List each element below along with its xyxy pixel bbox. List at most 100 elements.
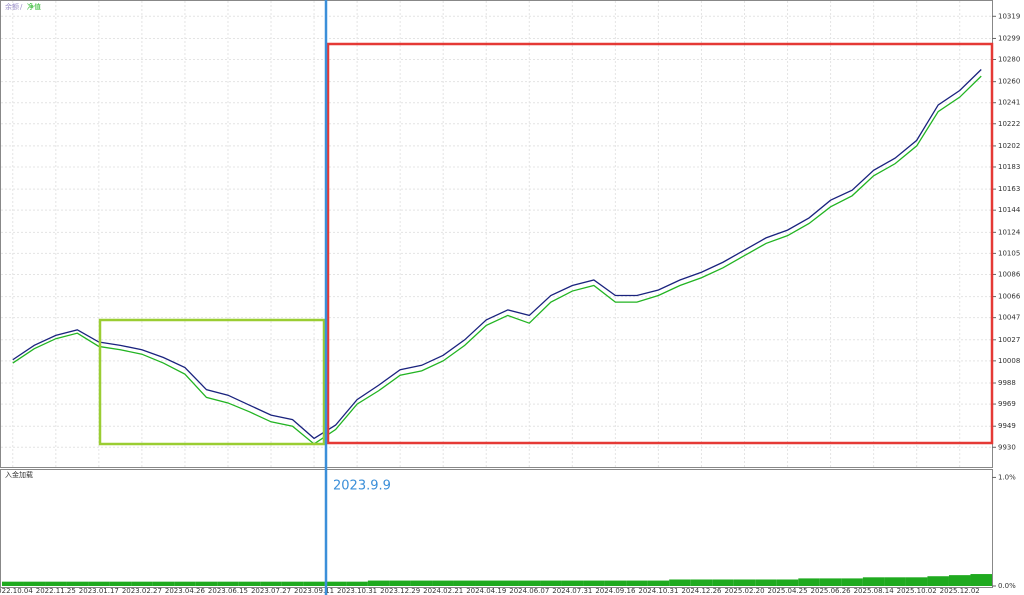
main-panel <box>0 0 993 468</box>
bar <box>131 581 153 586</box>
bar <box>432 580 454 586</box>
x-tick-label: 2022.10.04 <box>0 587 33 595</box>
y-tick-label: 10124 <box>998 228 1021 236</box>
y-tick-label: 10222 <box>998 120 1020 128</box>
bar <box>389 580 411 586</box>
y-tick-label: 10280 <box>998 56 1020 64</box>
y-tick-label: 10066 <box>998 293 1021 301</box>
bar <box>174 581 196 586</box>
bar <box>948 575 971 586</box>
y-tick-label: 10047 <box>998 314 1020 322</box>
y-tick-label: 1.0% <box>998 473 1016 481</box>
bar <box>690 579 713 586</box>
bar <box>841 578 863 586</box>
highlight-box <box>326 42 994 445</box>
bar <box>927 576 949 586</box>
x-tick-label: 2024.07.31 <box>552 587 592 595</box>
bar <box>905 577 928 586</box>
x-tick-label: 2024.12.26 <box>681 587 722 595</box>
x-tick-label: 2024.04.19 <box>466 587 506 595</box>
y-tick-label: 9949 <box>998 422 1016 430</box>
x-tick-label: 2024.09.16 <box>595 587 636 595</box>
bar <box>367 580 390 586</box>
bar <box>647 580 670 586</box>
legend-entry: 净值 <box>27 2 41 11</box>
bar <box>776 579 799 586</box>
x-tick-label: 2025.12.02 <box>940 587 980 595</box>
series-line <box>12 69 982 440</box>
x-tick-label: 2024.10.31 <box>638 587 678 595</box>
bar <box>798 578 820 586</box>
x-tick-label: 2025.08.14 <box>854 587 895 595</box>
bar <box>862 577 885 586</box>
x-tick-label: 2024.06.07 <box>509 587 549 595</box>
y-tick-label: 9988 <box>998 379 1016 387</box>
bar <box>88 581 110 586</box>
y-tick-label: 10260 <box>998 78 1020 86</box>
x-tick-label: 2024.02.21 <box>423 587 463 595</box>
bar <box>755 579 777 586</box>
y-tick-label: 10008 <box>998 357 1020 365</box>
x-tick-label: 2025.10.02 <box>897 587 937 595</box>
y-tick-label: 10163 <box>998 185 1020 193</box>
bar <box>303 581 325 586</box>
bar <box>819 578 842 586</box>
bar <box>23 581 46 586</box>
x-tick-label: 2023.10.31 <box>337 587 377 595</box>
x-tick-label: 2025.06.26 <box>811 587 852 595</box>
bar <box>346 581 368 586</box>
bar <box>45 581 67 586</box>
bar <box>410 580 433 586</box>
bar <box>712 579 734 586</box>
bar <box>884 577 906 586</box>
bar <box>195 581 218 586</box>
bar <box>324 581 347 586</box>
panel-title: 入金加载 <box>5 470 33 479</box>
y-tick-label: 10299 <box>998 34 1020 42</box>
x-tick-label: 2023.04.26 <box>165 587 206 595</box>
bar <box>497 580 519 586</box>
y-tick-label: 10105 <box>998 249 1020 257</box>
x-tick-label: 2025.04.25 <box>767 587 807 595</box>
bar <box>733 579 756 586</box>
legend-entry: 余额 <box>5 2 19 11</box>
x-tick-label: 2025.02.20 <box>724 587 764 595</box>
bar <box>583 580 605 586</box>
bar <box>626 580 648 586</box>
y-tick-label: 10027 <box>998 336 1020 344</box>
bar <box>109 581 132 586</box>
x-tick-label: 2023.07.27 <box>251 587 291 595</box>
bar <box>281 581 304 586</box>
sub-panel <box>0 469 993 588</box>
bar <box>217 581 239 586</box>
bar <box>561 580 584 586</box>
y-tick-label: 9969 <box>998 400 1016 408</box>
x-tick-label: 2023.02.27 <box>122 587 162 595</box>
bar <box>604 580 627 586</box>
bar <box>453 580 476 586</box>
x-tick-label: 2023.09.11 <box>294 587 334 595</box>
y-tick-label: 10202 <box>998 142 1020 150</box>
x-tick-label: 2023.12.29 <box>380 587 420 595</box>
bar <box>970 574 992 586</box>
highlight-box <box>98 318 326 446</box>
bar <box>669 579 691 586</box>
series-line <box>12 75 982 445</box>
bar <box>238 581 261 586</box>
x-tick-label: 2022.11.25 <box>36 587 76 595</box>
y-tick-label: 10144 <box>998 206 1021 214</box>
bar <box>2 581 24 586</box>
bar <box>475 580 497 586</box>
x-tick-label: 2023.06.15 <box>208 587 248 595</box>
annotation: 2023.9.9 <box>333 479 391 494</box>
bar <box>152 581 175 586</box>
bar <box>260 581 282 586</box>
y-tick-label: 0.0% <box>998 582 1016 590</box>
legend-separator: / <box>20 3 23 11</box>
bar <box>518 580 541 586</box>
bar <box>540 580 562 586</box>
bar <box>66 581 89 586</box>
